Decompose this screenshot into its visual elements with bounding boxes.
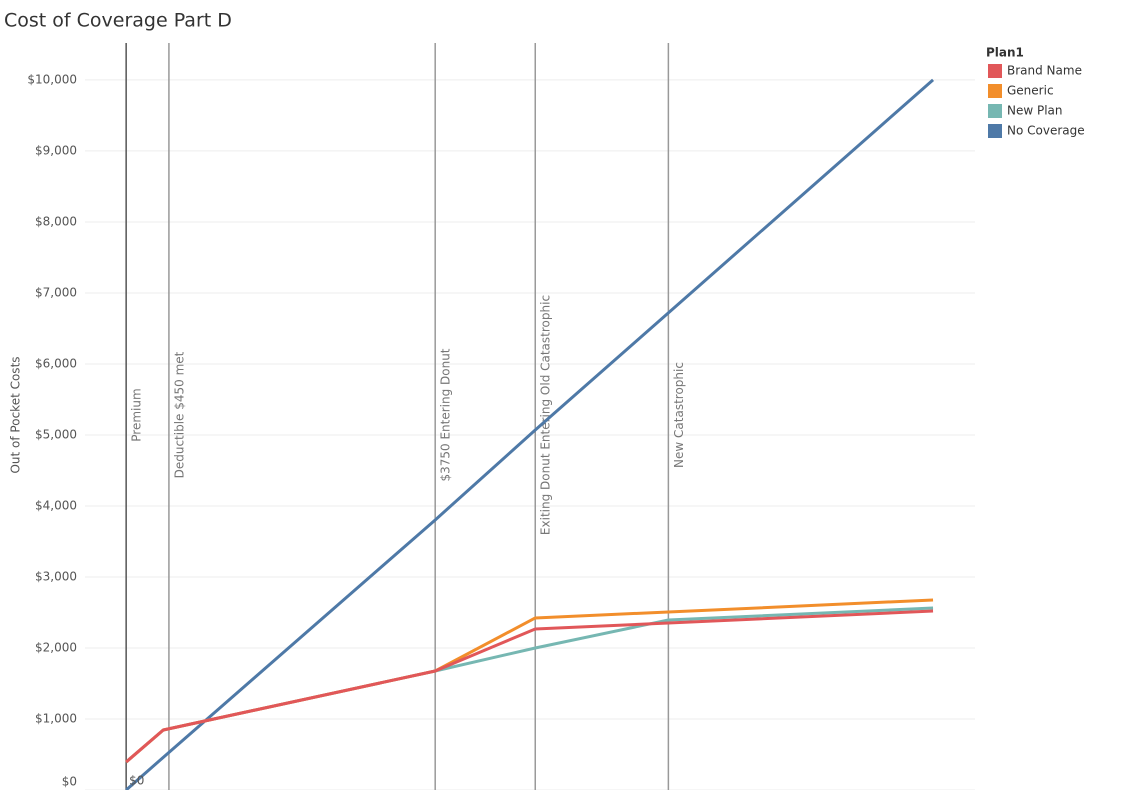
legend-label: Brand Name <box>1007 64 1082 78</box>
y-tick-label: $7,000 <box>35 285 77 299</box>
y-tick-label: $8,000 <box>35 214 77 228</box>
y-tick-label: $2,000 <box>35 640 77 654</box>
legend-swatch <box>988 124 1002 138</box>
y-axis-title: Out of Pocket Costs <box>9 356 23 473</box>
legend-swatch <box>988 64 1002 78</box>
legend-label: No Coverage <box>1007 124 1085 138</box>
annotation: $0 <box>129 774 144 788</box>
legend-label: New Plan <box>1007 104 1063 118</box>
series-line <box>125 598 934 764</box>
legend-swatch <box>988 84 1002 98</box>
y-tick-label: $1,000 <box>35 711 77 725</box>
reference-label: Premium <box>130 388 144 441</box>
legend-label: Generic <box>1007 84 1054 98</box>
y-tick-label: $9,000 <box>35 143 77 157</box>
chart-title: Cost of Coverage Part D <box>4 10 232 32</box>
y-tick-label: $10,000 <box>27 72 77 86</box>
legend-swatch <box>988 104 1002 118</box>
y-tick-label: $6,000 <box>35 356 77 370</box>
reference-label: $3750 Entering Donut <box>439 348 453 481</box>
series-line <box>125 609 934 764</box>
legend-title: Plan1 <box>986 46 1024 60</box>
series-line <box>125 78 935 792</box>
reference-label: Exiting Donut Entering Old Catastrophic <box>539 295 553 535</box>
y-tick-label: $4,000 <box>35 498 77 512</box>
y-tick-label: $0 <box>62 775 77 789</box>
y-tick-label: $3,000 <box>35 569 77 583</box>
y-tick-label: $5,000 <box>35 427 77 441</box>
reference-label: Deductible $450 met <box>172 351 186 478</box>
reference-label: New Catastrophic <box>672 362 686 468</box>
